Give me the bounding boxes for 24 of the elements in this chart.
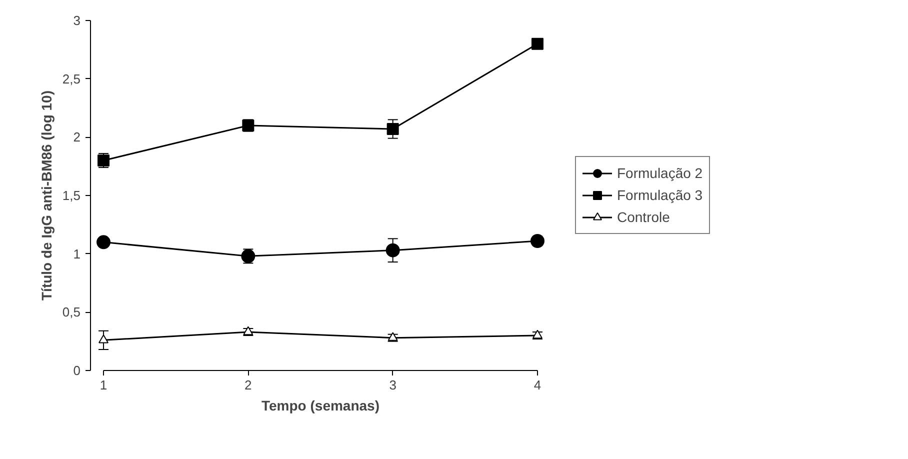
point xyxy=(243,326,254,336)
point xyxy=(530,234,544,248)
x-tick-label: 1 xyxy=(100,378,108,392)
y-tick-label: 0,5 xyxy=(62,304,81,320)
y-tick-label: 1,5 xyxy=(62,188,81,203)
y-tick-label: 2 xyxy=(73,130,81,145)
y-tick-label: 1 xyxy=(73,246,81,262)
point xyxy=(96,235,111,250)
legend-label: Formulação 2 xyxy=(617,165,703,181)
legend-label: Controle xyxy=(617,209,670,225)
x-tick-label: 2 xyxy=(244,378,252,392)
point xyxy=(98,334,109,344)
x-tick-label: 3 xyxy=(389,378,396,392)
point xyxy=(386,243,400,258)
point xyxy=(532,330,542,339)
legend-label: Formulação 3 xyxy=(617,187,703,203)
y-axis-title: Título de IgG anti-BM86 (log 10) xyxy=(38,90,54,300)
y-tick-label: 3 xyxy=(73,13,81,28)
x-axis-title: Tempo (semanas) xyxy=(262,398,380,414)
point xyxy=(531,38,544,50)
y-tick-label: 0 xyxy=(73,363,81,378)
y-tick-label: 2,5 xyxy=(62,71,81,86)
point xyxy=(386,123,399,135)
x-tick-label: 4 xyxy=(534,378,542,392)
